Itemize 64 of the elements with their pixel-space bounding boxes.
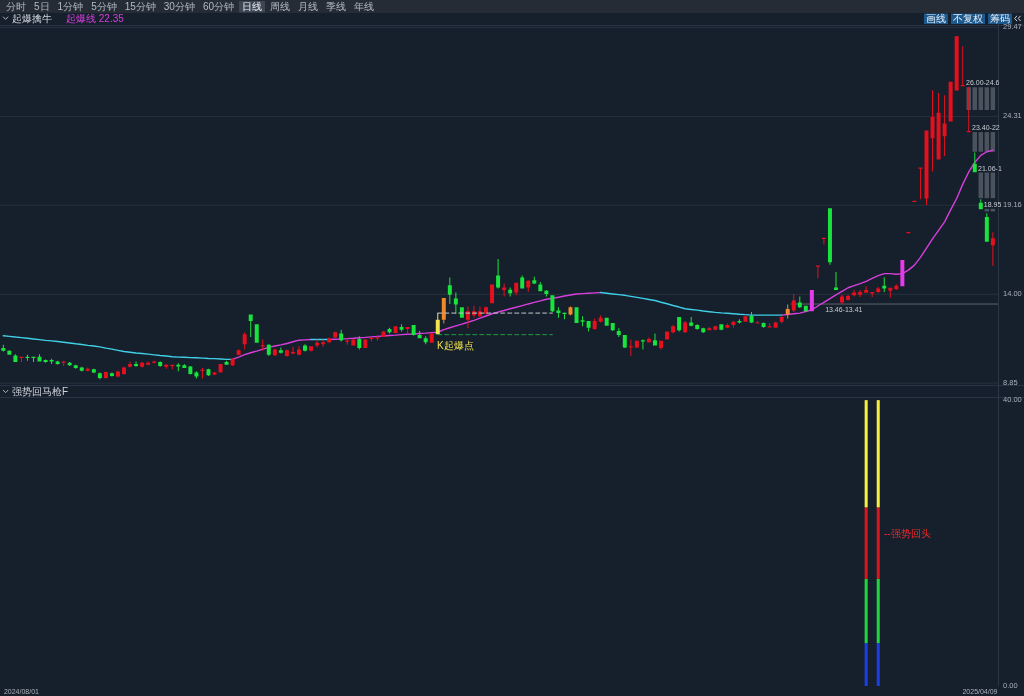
- annotation: K起爆点: [437, 339, 474, 351]
- candlestick: [689, 317, 694, 327]
- text: 5分钟: [91, 1, 117, 13]
- candlestick: [109, 372, 114, 377]
- text: 30分钟: [163, 1, 195, 13]
- candlestick: [176, 363, 181, 372]
- candlestick: [345, 338, 350, 345]
- bar: [864, 643, 868, 686]
- candlestick: [182, 363, 187, 368]
- bar: [864, 507, 868, 579]
- candlestick: [224, 360, 229, 365]
- candlestick: [767, 323, 772, 328]
- candlestick: [876, 287, 881, 293]
- candlestick: [296, 346, 301, 356]
- text: 周线: [270, 1, 291, 13]
- candlestick: [834, 272, 838, 290]
- bar: [990, 172, 996, 199]
- text: 月线: [298, 1, 319, 13]
- text: 15分钟: [124, 1, 156, 13]
- bar: [984, 172, 990, 199]
- text: 画线: [926, 12, 946, 24]
- text: 季线: [326, 1, 347, 13]
- candlestick: [260, 339, 265, 351]
- bar: [864, 578, 868, 644]
- candlestick: [640, 339, 645, 350]
- bar: [978, 172, 984, 199]
- text: 年线: [354, 1, 375, 13]
- bar: [972, 132, 978, 152]
- candlestick: [743, 314, 748, 322]
- candlestick: [351, 338, 356, 346]
- candlestick: [580, 316, 585, 327]
- text: 5日: [34, 1, 50, 13]
- text: 不复权: [953, 12, 983, 24]
- text: 60分钟: [202, 1, 235, 13]
- candlestick: [864, 286, 869, 293]
- chart-title: 强势回马枪F: [12, 386, 69, 398]
- candlestick: [321, 339, 326, 347]
- candlestick: [652, 333, 657, 346]
- candlestick: [815, 265, 820, 279]
- text: 1分钟: [57, 1, 84, 13]
- bar: [876, 578, 880, 644]
- bar: [876, 400, 880, 508]
- bar: [876, 643, 880, 686]
- text: 日线: [242, 1, 263, 13]
- candlestick: [918, 167, 923, 200]
- bar: [978, 132, 984, 152]
- candlestick: [55, 360, 60, 365]
- text: 起爆线 22.35: [66, 13, 125, 24]
- chart-title: 起爆擒牛: [12, 13, 52, 24]
- candlestick: [502, 283, 507, 297]
- candlestick: [61, 360, 66, 367]
- bar: [876, 507, 880, 579]
- candlestick: [960, 46, 965, 87]
- candlestick: [628, 339, 633, 357]
- candlestick: [73, 364, 78, 369]
- bar: [864, 400, 868, 508]
- text: 筹码: [990, 12, 1010, 24]
- candlestick: [278, 347, 283, 354]
- annotation: --强势回头: [884, 528, 931, 539]
- text: 分时: [6, 1, 26, 13]
- candlestick: [248, 314, 253, 337]
- candlestick: [375, 336, 380, 341]
- candlestick: [152, 360, 157, 364]
- candlestick: [399, 324, 404, 332]
